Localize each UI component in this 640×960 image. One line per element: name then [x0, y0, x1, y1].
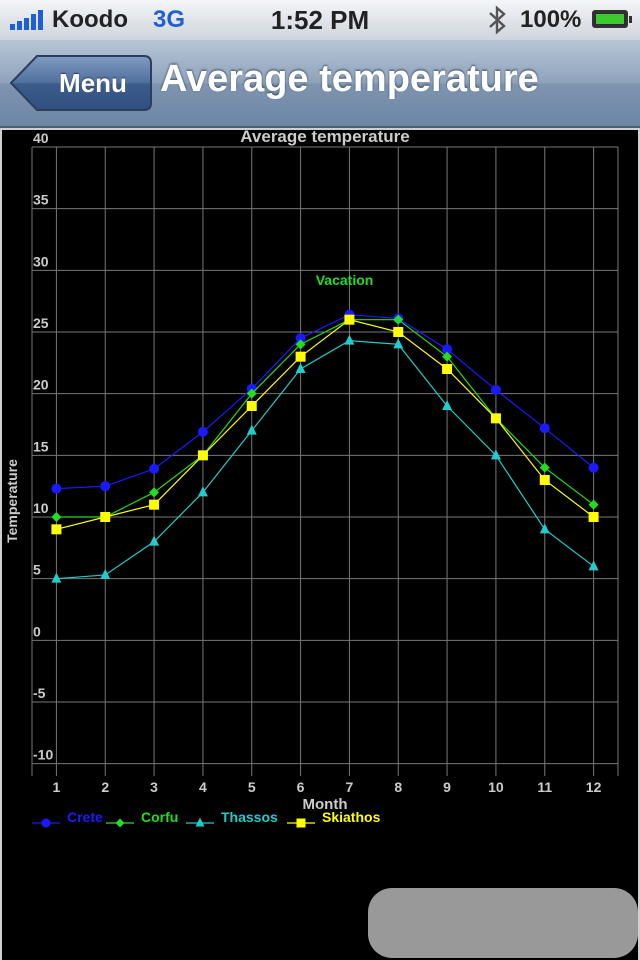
x-axis-label: Month [303, 796, 348, 813]
x-tick-label: 2 [101, 779, 109, 795]
data-point-crete [588, 462, 599, 473]
data-point-crete [51, 483, 62, 494]
chart-frame [0, 128, 640, 960]
data-point-skiathos [197, 450, 208, 461]
chart-title: Average temperature [240, 128, 409, 146]
battery-percentage: 100% [520, 6, 582, 33]
legend-label-skiathos: Skiathos [322, 809, 381, 825]
back-arrow-shape [10, 55, 152, 111]
data-point-skiathos [442, 364, 453, 374]
data-point-skiathos [51, 524, 62, 535]
x-tick-label: 7 [346, 779, 354, 795]
x-tick-label: 11 [537, 779, 552, 795]
y-tick-label: -10 [33, 747, 53, 763]
battery-charging-icon [592, 10, 632, 28]
x-tick-label: 8 [394, 779, 402, 795]
legend-label-crete: Crete [67, 809, 103, 825]
data-point-thassos [490, 449, 501, 460]
status-bar: Koodo 3G 1:52 PM 100% [0, 0, 640, 40]
page-title: Average temperature [160, 58, 539, 100]
data-point-skiathos [490, 413, 501, 424]
data-point-skiathos [149, 499, 160, 510]
x-tick-label: 5 [248, 779, 256, 795]
data-point-thassos [197, 486, 208, 497]
status-time: 1:52 PM [270, 5, 370, 35]
series-line-corfu [56, 319, 594, 518]
data-point-skiathos [295, 351, 306, 362]
series-line-skiathos [56, 319, 594, 530]
data-point-thassos [344, 334, 355, 345]
data-point-thassos [393, 338, 404, 349]
x-tick-label: 6 [297, 779, 305, 795]
data-point-corfu [442, 351, 453, 362]
data-point-crete [197, 426, 208, 437]
legend-marker-skiathos [296, 818, 306, 828]
legend-marker-thassos [195, 817, 205, 827]
series-line-crete [56, 314, 594, 490]
navigation-bar: Menu Average temperature [0, 40, 640, 128]
data-point-thassos [100, 568, 111, 579]
data-point-corfu [393, 314, 404, 325]
legend-label-thassos: Thassos [221, 809, 278, 825]
carrier-name: Koodo [52, 6, 128, 33]
x-tick-label: 1 [53, 779, 61, 795]
data-point-thassos [442, 400, 453, 410]
data-point-crete [490, 384, 501, 395]
data-point-thassos [149, 535, 160, 546]
data-point-corfu [588, 499, 599, 510]
gray-overlay-button[interactable] [368, 888, 638, 958]
data-point-thassos [51, 572, 62, 583]
data-point-skiathos [100, 512, 111, 522]
chart-annotation: Vacation [316, 272, 374, 288]
data-point-corfu [295, 339, 306, 350]
data-point-corfu [51, 512, 62, 522]
data-point-crete [442, 344, 453, 355]
y-tick-label: 30 [33, 253, 49, 269]
y-axis-label: Temperature [4, 459, 20, 543]
legend-marker-crete [41, 818, 51, 828]
y-tick-label: 15 [33, 438, 49, 454]
data-point-corfu [539, 462, 550, 473]
x-tick-label: 9 [443, 779, 451, 795]
data-point-skiathos [588, 512, 599, 522]
data-point-corfu [246, 388, 257, 399]
y-tick-label: 5 [33, 562, 41, 578]
menu-back-button[interactable]: Menu [10, 54, 152, 112]
menu-back-label: Menu [59, 68, 127, 98]
y-tick-label: 10 [33, 500, 49, 516]
y-tick-label: 20 [33, 377, 49, 393]
network-type: 3G [153, 6, 186, 33]
data-point-thassos [246, 424, 257, 435]
x-tick-label: 12 [586, 779, 602, 795]
y-tick-label: 35 [33, 192, 49, 208]
legend-marker-corfu [115, 818, 125, 828]
x-tick-label: 10 [488, 779, 504, 795]
bluetooth-icon [489, 5, 506, 35]
data-point-thassos [588, 560, 599, 571]
legend-label-corfu: Corfu [141, 809, 178, 825]
series-line-thassos [56, 340, 594, 580]
data-point-corfu [149, 487, 160, 498]
data-point-skiathos [344, 314, 355, 325]
data-point-crete [295, 333, 306, 344]
data-point-crete [539, 423, 550, 434]
y-tick-label: 0 [33, 623, 41, 639]
x-tick-label: 3 [150, 779, 158, 795]
y-tick-label: -5 [33, 685, 46, 701]
data-point-skiathos [393, 327, 404, 337]
x-tick-label: 4 [199, 779, 207, 795]
data-point-crete [100, 481, 111, 492]
data-point-skiathos [246, 401, 257, 411]
data-point-thassos [539, 523, 550, 534]
data-point-thassos [295, 363, 306, 373]
data-point-crete [149, 463, 160, 474]
y-tick-label: 40 [33, 130, 49, 146]
data-point-skiathos [539, 475, 550, 485]
y-tick-label: 25 [33, 315, 49, 331]
